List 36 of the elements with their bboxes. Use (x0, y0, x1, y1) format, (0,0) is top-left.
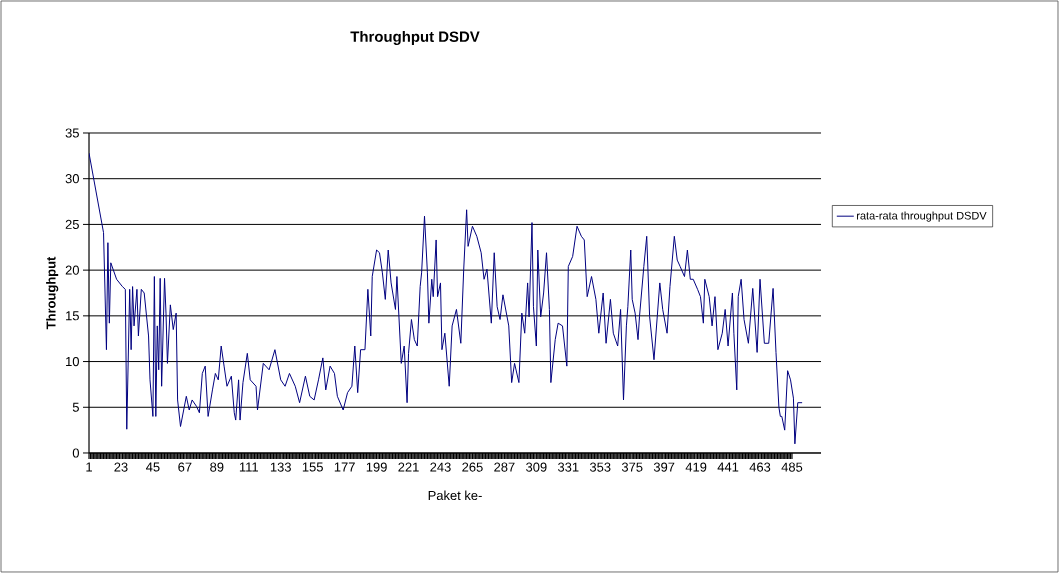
x-tick-label: 419 (685, 462, 707, 472)
x-tick-label: 177 (334, 462, 355, 472)
x-tick-label: 463 (749, 462, 771, 472)
x-tick-label: 111 (239, 462, 258, 472)
line-series (89, 152, 803, 445)
y-tick-label: 0 (72, 448, 79, 458)
x-tick-label: 243 (430, 462, 451, 472)
y-tick-label: 15 (66, 311, 79, 321)
x-tick-label: 45 (146, 462, 160, 472)
x-tick-label: 375 (621, 462, 643, 472)
x-tick-label: 89 (210, 462, 224, 472)
y-axis-title: Throughput (46, 256, 59, 330)
x-tick-label: 199 (366, 462, 387, 472)
x-tick-label: 441 (717, 462, 739, 472)
y-tick-label: 5 (72, 402, 79, 412)
x-tick-label: 265 (462, 462, 483, 472)
x-tick-label: 67 (178, 462, 192, 472)
x-tick-label: 287 (494, 462, 515, 472)
x-tick-label: 331 (558, 462, 579, 472)
y-tick-label: 35 (65, 128, 79, 138)
x-tick-label: 1 (86, 462, 92, 472)
x-tick-label: 485 (781, 462, 803, 472)
x-tick-label: 397 (653, 462, 675, 472)
x-tick-label: 353 (589, 462, 611, 472)
x-tick-label: 23 (114, 462, 128, 472)
y-tick-label: 20 (65, 265, 79, 275)
chart-title: Throughput DSDV (350, 30, 480, 45)
y-tick-label: 10 (66, 356, 79, 367)
x-tick-label: 309 (526, 462, 547, 472)
x-tick-label: 221 (398, 462, 419, 472)
x-tick-label: 155 (302, 462, 323, 472)
y-tick-label: 25 (65, 219, 79, 229)
x-tick-label: 133 (270, 462, 291, 472)
y-tick-label: 30 (65, 174, 79, 184)
legend-label: rata-rata throughput DSDV (857, 211, 987, 222)
x-axis-title: Paket ke- (428, 490, 482, 501)
